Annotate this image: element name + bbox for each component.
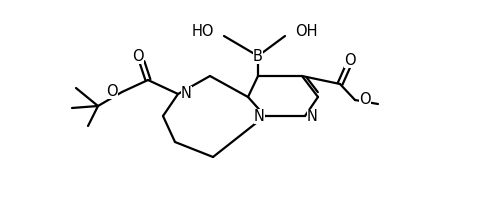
Text: O: O — [132, 49, 144, 63]
Text: N: N — [181, 86, 192, 101]
Text: N: N — [307, 108, 318, 123]
Text: O: O — [359, 91, 370, 106]
Text: O: O — [344, 52, 356, 67]
Text: B: B — [253, 49, 263, 63]
Text: OH: OH — [295, 24, 317, 39]
Text: HO: HO — [192, 24, 214, 39]
Text: O: O — [107, 84, 118, 99]
Text: N: N — [254, 108, 265, 123]
